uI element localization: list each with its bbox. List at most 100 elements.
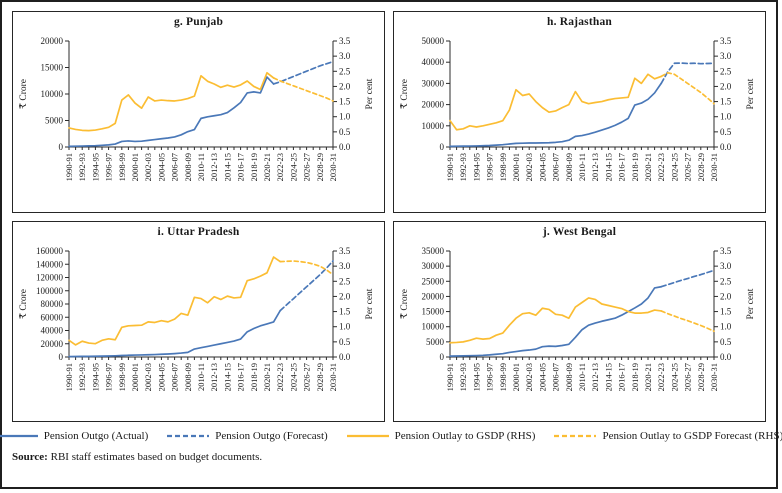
svg-text:1998-99: 1998-99 [497,153,507,181]
series-outlay-forecast [659,71,715,105]
svg-text:1996-97: 1996-97 [103,153,113,181]
svg-text:0.0: 0.0 [720,142,732,152]
svg-text:2.0: 2.0 [720,291,732,301]
svg-text:25000: 25000 [421,276,444,286]
svg-text:3.5: 3.5 [720,246,732,256]
svg-text:30000: 30000 [421,78,444,88]
svg-text:0.5: 0.5 [339,127,351,137]
series-outlay-forecast [278,259,334,275]
svg-text:3.0: 3.0 [720,51,732,61]
series-outgo-forecast [278,259,334,311]
outgo-actual-line-swatch [0,434,38,438]
svg-text:2018-19: 2018-19 [248,153,258,181]
svg-text:2024-25: 2024-25 [669,153,679,181]
svg-text:0.5: 0.5 [720,336,732,346]
svg-text:2028-29: 2028-29 [695,153,705,181]
chart-canvas-uttar-pradesh: 0 20000 40000 60000 80000 100000 120000 140000 1… [19,246,375,391]
svg-text:2010-11: 2010-11 [196,363,206,391]
source-note: Source: RBI staff estimates based on bud… [2,448,776,463]
svg-text:2018-19: 2018-19 [629,153,639,181]
svg-text:2016-17: 2016-17 [235,363,245,391]
svg-text:0.0: 0.0 [339,142,351,152]
chart-panel-punjab: g. Punjab 0 5000 10000 15000 20000 0.0 0.5 1.0 1… [12,11,385,213]
svg-text:Per cent: Per cent [365,288,375,319]
svg-text:2002-03: 2002-03 [143,153,153,181]
svg-text:0: 0 [58,352,63,362]
svg-text:2020-21: 2020-21 [643,363,653,391]
svg-text:2012-13: 2012-13 [590,363,600,391]
legend: Pension Outgo (Actual) Pension Outgo (Fo… [0,424,782,448]
svg-text:2.5: 2.5 [339,66,351,76]
svg-text:80000: 80000 [40,299,63,309]
svg-text:2028-29: 2028-29 [695,363,705,391]
svg-text:15000: 15000 [40,63,63,73]
svg-text:2006-07: 2006-07 [550,363,560,391]
svg-text:2014-15: 2014-15 [222,363,232,391]
chart-title-west-bengal: j. West Bengal [542,225,617,238]
legend-label: Pension Outlay to GSDP (RHS) [394,430,536,442]
series-outgo-forecast [659,62,715,85]
svg-text:2016-17: 2016-17 [616,153,626,181]
chart-canvas-rajasthan: 0 10000 20000 30000 40000 50000 0.0 0.5 1.0 1.5 2.… [400,36,756,181]
svg-text:140000: 140000 [36,259,64,269]
svg-text:2.5: 2.5 [720,276,732,286]
svg-text:2020-21: 2020-21 [643,153,653,181]
svg-text:1990-91: 1990-91 [64,153,74,181]
svg-text:2004-05: 2004-05 [156,153,166,181]
svg-text:1996-97: 1996-97 [103,363,113,391]
svg-text:50000: 50000 [421,36,444,46]
svg-text:0: 0 [439,352,444,362]
svg-text:2.0: 2.0 [339,81,351,91]
svg-text:0.5: 0.5 [720,127,732,137]
svg-text:5000: 5000 [426,336,445,346]
svg-text:0.0: 0.0 [339,352,351,362]
svg-text:1998-99: 1998-99 [497,363,507,391]
svg-text:30000: 30000 [421,261,444,271]
svg-text:20000: 20000 [40,36,63,46]
svg-text:0.0: 0.0 [720,352,732,362]
svg-text:2022-23: 2022-23 [656,153,666,181]
svg-text:1992-93: 1992-93 [458,363,468,391]
svg-text:2004-05: 2004-05 [537,153,547,181]
svg-text:2020-21: 2020-21 [262,363,272,391]
svg-text:1.0: 1.0 [339,321,351,331]
svg-text:2028-29: 2028-29 [314,153,324,181]
svg-text:2022-23: 2022-23 [656,363,666,391]
svg-text:1992-93: 1992-93 [77,363,87,391]
series-outlay-actual [67,255,281,346]
svg-text:0.5: 0.5 [339,336,351,346]
svg-text:100000: 100000 [36,285,64,295]
svg-text:60000: 60000 [40,312,63,322]
svg-text:2002-03: 2002-03 [524,153,534,181]
svg-text:2026-27: 2026-27 [301,153,311,181]
svg-text:2022-23: 2022-23 [275,363,285,391]
svg-text:2030-31: 2030-31 [709,153,719,181]
svg-text:1994-95: 1994-95 [90,153,100,181]
svg-text:15000: 15000 [421,306,444,316]
svg-text:1996-97: 1996-97 [484,153,494,181]
svg-text:3.0: 3.0 [339,261,351,271]
svg-text:2022-23: 2022-23 [275,153,285,181]
svg-text:2028-29: 2028-29 [314,363,324,391]
outlay-forecast-line-swatch [554,434,597,438]
svg-text:2030-31: 2030-31 [328,153,338,181]
svg-text:2000-01: 2000-01 [511,153,521,181]
svg-text:2006-07: 2006-07 [169,363,179,391]
svg-text:2026-27: 2026-27 [682,363,692,391]
svg-text:1994-95: 1994-95 [90,363,100,391]
series-outlay-forecast [659,309,715,332]
svg-text:1992-93: 1992-93 [77,153,87,181]
legend-label: Pension Outgo (Forecast) [215,430,328,442]
svg-text:3.0: 3.0 [720,261,732,271]
series-outgo-actual [448,82,662,148]
svg-text:2.5: 2.5 [720,66,732,76]
chart-canvas-west-bengal: 0 5000 10000 15000 20000 25000 30000 35000 0.0 0.… [400,246,756,391]
charts-grid: g. Punjab 0 5000 10000 15000 20000 0.0 0.5 1.0 1… [2,2,776,424]
svg-text:2000-01: 2000-01 [511,363,521,391]
chart-panel-uttar-pradesh: i. Uttar Pradesh 0 20000 40000 60000 80000 10… [12,220,385,422]
legend-item-outgo-actual: Pension Outgo (Actual) [0,430,148,442]
svg-text:1.0: 1.0 [339,112,351,122]
legend-item-outlay-actual: Pension Outlay to GSDP (RHS) [346,430,536,442]
svg-text:1990-91: 1990-91 [445,363,455,391]
svg-text:₹ Crore: ₹ Crore [400,288,410,318]
